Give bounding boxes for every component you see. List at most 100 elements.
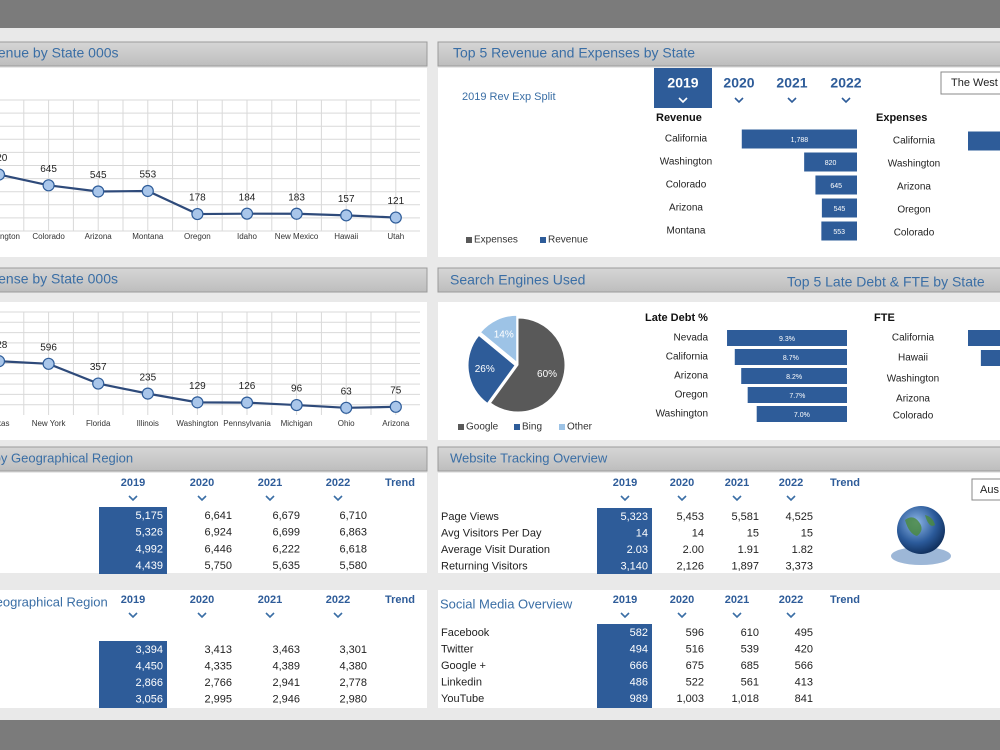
cell: 3,056 <box>135 693 163 705</box>
row-label: Facebook <box>441 627 490 639</box>
data-label: 1,788 <box>791 137 809 144</box>
point <box>389 400 402 413</box>
cell: 4,380 <box>339 660 367 672</box>
data-label: 8.7% <box>783 355 799 362</box>
legend-label: Expenses <box>474 235 518 246</box>
chevron <box>128 612 138 619</box>
cell: 6,222 <box>272 543 300 555</box>
row-label: YouTube <box>441 693 484 705</box>
panel-title: Revenue by State 000s <box>0 45 119 61</box>
bar-chart-title: Revenue <box>656 112 702 124</box>
panel-title: Top 5 Late Debt & FTE by State <box>787 274 985 290</box>
region-dropdown-text[interactable]: The West <box>951 77 998 89</box>
panel-title: Social Media Overview <box>440 596 573 611</box>
x-tick-label: Arizona <box>382 419 410 428</box>
point <box>240 396 254 409</box>
panel <box>0 68 427 257</box>
cell: 675 <box>686 660 704 672</box>
data-label: 645 <box>40 164 57 175</box>
pie-slice <box>489 317 566 413</box>
x-tick-label: Colorado <box>32 232 65 241</box>
bar <box>727 330 847 346</box>
cell: 6,924 <box>204 527 232 539</box>
row-label: Google + <box>441 660 486 672</box>
row-label: Twitter <box>441 643 474 655</box>
point <box>389 211 402 224</box>
chevron <box>333 612 343 619</box>
highlight-column <box>597 508 652 574</box>
category-label: Washington <box>888 159 940 170</box>
category-label: Arizona <box>669 203 703 214</box>
column-header: Trend <box>830 594 860 606</box>
year-tab[interactable]: 2019 <box>667 75 698 91</box>
chevron <box>197 612 207 619</box>
category-label: California <box>666 352 709 363</box>
bar <box>747 387 847 403</box>
data-label: 121 <box>387 196 404 207</box>
x-tick-label: Oregon <box>184 232 211 241</box>
panel <box>438 68 1000 257</box>
point <box>340 209 353 222</box>
column-header: 2021 <box>258 477 282 489</box>
country-dropdown-text[interactable]: Aus <box>980 484 999 496</box>
column-header: 2019 <box>121 477 145 489</box>
data-label: 184 <box>239 192 256 203</box>
panel <box>0 590 427 708</box>
category-label: California <box>892 333 935 344</box>
pie-slice <box>467 334 516 405</box>
data-label: 645 <box>830 183 842 190</box>
row-label: Avg Visitors Per Day <box>441 527 542 539</box>
x-tick-label: Illinois <box>137 419 159 428</box>
cell: 495 <box>795 627 813 639</box>
category-label: Washington <box>656 409 708 420</box>
data-label: 126 <box>239 381 256 392</box>
bar <box>734 349 847 365</box>
panel <box>0 473 427 573</box>
column-header: Trend <box>830 477 860 489</box>
cell: 2,866 <box>135 677 163 689</box>
cell: 14 <box>692 527 704 539</box>
panel-title: Search Engines Used <box>450 272 585 288</box>
cell: 5,323 <box>620 511 648 523</box>
cell: 2,766 <box>204 677 232 689</box>
cell: 3,140 <box>620 560 648 572</box>
data-label: 7.7% <box>789 393 805 400</box>
column-header: 2020 <box>670 477 694 489</box>
year-tab[interactable]: 2020 <box>723 75 754 91</box>
column-header: 2021 <box>258 594 282 606</box>
column-header: 2022 <box>779 477 803 489</box>
category-label: Arizona <box>896 394 930 405</box>
year-tab[interactable]: 2022 <box>830 75 861 91</box>
category-label: Oregon <box>675 390 708 401</box>
cell: 6,679 <box>272 510 300 522</box>
cell: 6,699 <box>272 527 300 539</box>
cell: 15 <box>747 527 759 539</box>
bar <box>815 175 857 195</box>
bar <box>741 368 847 384</box>
header-bar <box>0 267 428 293</box>
year-tab[interactable]: 2021 <box>776 75 807 91</box>
cell: 4,335 <box>204 660 232 672</box>
category-label: Washington <box>887 374 939 385</box>
highlight-column <box>597 624 652 708</box>
panel <box>438 590 1000 708</box>
point <box>141 387 154 400</box>
country-dropdown[interactable] <box>971 478 1000 501</box>
point <box>191 396 204 409</box>
data-label: 545 <box>834 206 846 213</box>
cell: 494 <box>630 643 648 655</box>
x-tick-label: Hawaii <box>334 232 358 241</box>
cell: 15 <box>801 527 813 539</box>
column-header: 2019 <box>613 477 637 489</box>
cell: 413 <box>795 676 813 688</box>
highlight-column <box>99 507 167 574</box>
header-bar <box>0 446 428 472</box>
region-dropdown[interactable] <box>940 71 1000 95</box>
data-label: 553 <box>833 229 845 236</box>
point <box>92 185 105 198</box>
data-label: 7.0% <box>794 412 810 419</box>
x-tick-label: Arizona <box>85 232 113 241</box>
bar-chart-title: Expenses <box>876 112 927 124</box>
pie-slice <box>479 314 518 364</box>
data-label: 8.2% <box>786 374 802 381</box>
